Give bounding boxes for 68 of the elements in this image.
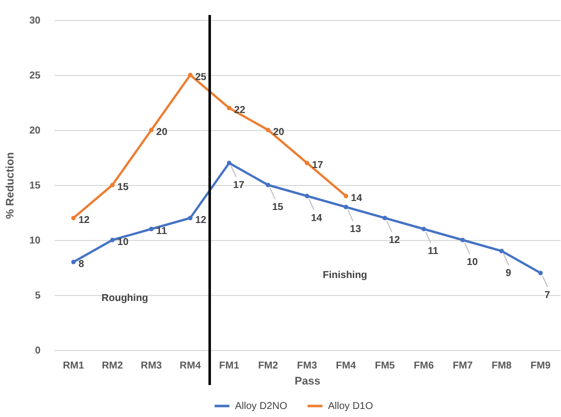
point (188, 216, 192, 220)
data-label: 12 (195, 215, 207, 226)
point (460, 238, 465, 242)
data-label: 10 (466, 257, 478, 268)
point (188, 72, 192, 78)
point (266, 128, 270, 132)
x-tick-label: RM1 (62, 360, 84, 372)
point (226, 106, 232, 110)
x-tick-label: FM5 (374, 360, 396, 372)
point (110, 238, 115, 242)
x-tick-label: FM8 (492, 360, 512, 372)
y-tick-label: 5 (34, 290, 41, 302)
data-label: 22 (234, 105, 246, 116)
y-tick-label: 15 (29, 180, 41, 192)
data-label: 25 (195, 72, 207, 83)
data-label: 12 (78, 215, 90, 226)
point (304, 160, 310, 166)
x-tick-label: FM6 (414, 360, 434, 372)
data-label: 17 (233, 180, 245, 191)
data-label: 14 (311, 213, 323, 224)
legend-label: Alloy D2NO (235, 401, 288, 412)
data-label: 8 (78, 259, 84, 270)
data-label: 9 (506, 268, 512, 279)
x-tick-label: RM3 (140, 360, 162, 372)
y-tick-label: 25 (29, 70, 41, 82)
data-label: 15 (117, 182, 129, 193)
data-label: 17 (312, 160, 324, 171)
annotation: Finishing (322, 270, 368, 281)
point (499, 248, 504, 254)
x-tick-label: FM4 (336, 360, 356, 372)
point (71, 216, 76, 220)
point (304, 194, 310, 198)
data-label: 13 (350, 224, 362, 235)
data-label: 15 (272, 202, 284, 213)
point (110, 182, 115, 188)
point (226, 160, 232, 166)
x-tick-label: FM2 (258, 360, 279, 372)
data-label: 12 (388, 235, 400, 246)
legend-label: Alloy D1O (328, 401, 374, 412)
x-axis-title: Pass (294, 376, 320, 388)
y-tick-label: 10 (29, 236, 41, 246)
point (344, 194, 348, 198)
point (344, 204, 348, 210)
data-label: 14 (350, 193, 362, 204)
data-label: 20 (273, 127, 285, 138)
data-label: 7 (544, 290, 551, 301)
x-tick-label: FM7 (452, 360, 474, 372)
point (266, 182, 270, 188)
x-tick-label: RM4 (180, 360, 202, 372)
x-tick-label: FM3 (297, 360, 318, 372)
data-label: 10 (117, 237, 129, 248)
y-tick-label: 20 (29, 126, 41, 136)
point (149, 128, 154, 132)
data-label: 11 (428, 246, 439, 257)
y-tick-label: 30 (29, 16, 41, 26)
point (149, 226, 154, 232)
x-tick-label: FM9 (530, 360, 551, 372)
y-tick-label: 0 (34, 346, 41, 356)
y-axis-title: % Reduction (4, 152, 16, 219)
annotation: Roughing (102, 292, 148, 304)
point (71, 260, 76, 264)
point (538, 270, 543, 276)
point (422, 226, 426, 232)
x-tick-label: FM1 (219, 360, 240, 372)
data-label: 20 (156, 127, 168, 138)
data-label: 11 (156, 226, 168, 237)
x-tick-label: RM2 (102, 360, 124, 372)
point (382, 216, 388, 220)
